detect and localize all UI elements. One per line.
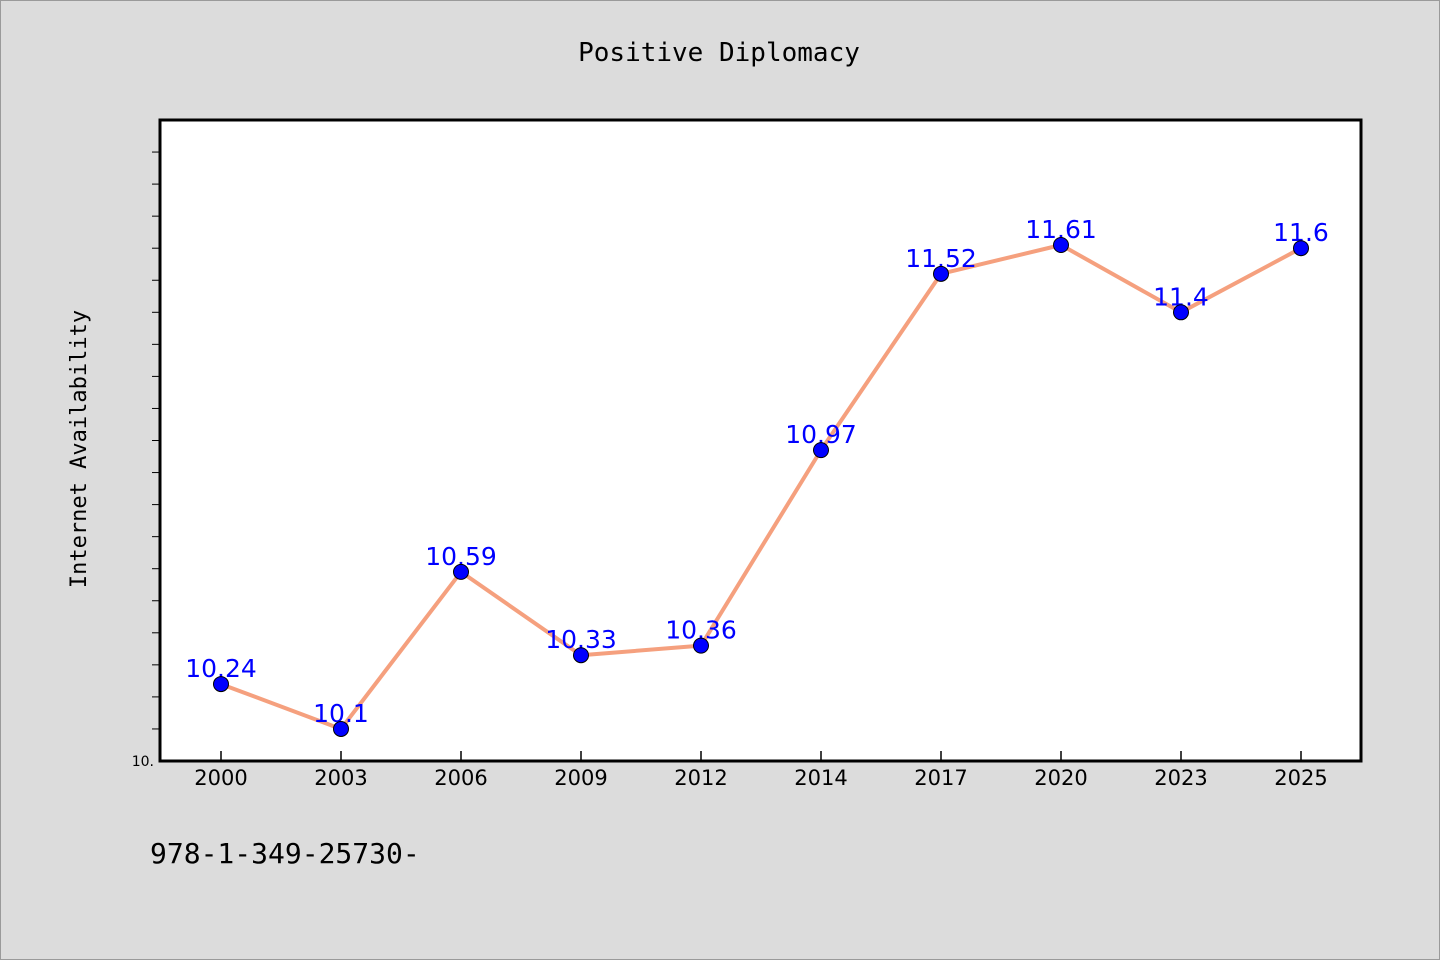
data-point [573,647,589,664]
plot-area [158,118,1363,763]
data-point [813,442,829,459]
y-axis-label: Internet Availability [67,310,92,588]
chart-title: Positive Diplomacy [578,38,860,68]
data-point [333,720,349,737]
x-tick-label: 2000 [194,766,247,790]
x-tick-label: 2006 [434,766,487,790]
data-point [1173,304,1189,321]
data-point [933,265,949,282]
footer-text: 978-1-349-25730- [150,837,420,870]
x-tick-label: 2009 [554,766,607,790]
data-point [453,563,469,580]
data-point [213,676,229,693]
y-axis-ticks [152,151,160,730]
data-point [693,637,709,654]
x-tick-label: 2020 [1034,766,1087,790]
x-tick-label: 2017 [914,766,967,790]
x-axis: 2000 2003 2006 2009 2012 2014 2017 2020 2023 2025 [194,751,1328,790]
x-tick-label: 2023 [1154,766,1207,790]
data-markers [213,236,1309,737]
x-tick-label: 2025 [1274,766,1327,790]
x-tick-label: 2012 [674,766,727,790]
y-axis-min-label: 10. [132,754,154,770]
x-tick-label: 2014 [794,766,847,790]
data-point [1293,240,1309,257]
data-point [1053,236,1069,253]
series-line-group [219,242,1303,731]
x-tick-label: 2003 [314,766,367,790]
series-line [219,242,1303,731]
